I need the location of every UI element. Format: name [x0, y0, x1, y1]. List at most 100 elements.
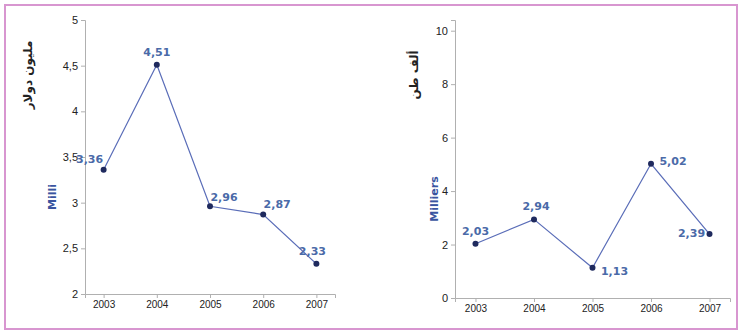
- y-tick: 4: [442, 185, 455, 197]
- x-tick-mark: [710, 298, 711, 302]
- y-tick: 10: [436, 25, 455, 37]
- data-label: 2,87: [264, 198, 291, 211]
- x-tick-label: 2004: [146, 299, 169, 310]
- x-tick: 2003: [93, 294, 116, 310]
- y-tick-mark: [451, 245, 455, 246]
- y-tick-label: 2: [442, 239, 448, 251]
- point: [260, 212, 266, 218]
- y-tick-label: 3: [72, 197, 78, 209]
- x-tick-label: 2003: [465, 303, 488, 314]
- y-tick-mark: [81, 203, 85, 204]
- y-tick-mark: [81, 66, 85, 67]
- y-axis-title-fr: Milli: [46, 184, 59, 210]
- y-tick-label: 5: [72, 14, 78, 26]
- line: [475, 164, 709, 268]
- data-label: 1,13: [601, 265, 628, 278]
- chart-root: 22,533,544,5520032004200520062007مليون د…: [0, 0, 744, 336]
- y-tick-mark: [451, 138, 455, 139]
- y-tick-mark: [81, 111, 85, 112]
- point: [101, 167, 107, 173]
- y-tick-mark: [451, 191, 455, 192]
- x-tick: 2007: [306, 294, 329, 310]
- x-tick-mark: [157, 294, 158, 298]
- y-tick-mark: [81, 20, 85, 21]
- x-tick: 2004: [523, 298, 546, 314]
- data-label: 2,39: [678, 227, 705, 240]
- y-tick-mark: [81, 294, 85, 295]
- x-tick-mark: [534, 298, 535, 302]
- x-axis-line: [86, 295, 336, 299]
- x-tick-label: 2005: [582, 303, 605, 314]
- data-label: 2,03: [462, 225, 489, 238]
- x-tick-label: 2004: [523, 303, 546, 314]
- y-axis-line: [451, 21, 456, 299]
- point: [313, 261, 319, 267]
- y-tick: 5: [72, 14, 85, 26]
- x-tick-label: 2006: [640, 303, 663, 314]
- x-tick-label: 2003: [93, 299, 116, 310]
- y-axis-title: ألف طن: [406, 50, 421, 99]
- data-label: 5,02: [659, 155, 686, 168]
- y-tick-label: 2,5: [63, 242, 78, 254]
- point: [648, 161, 654, 167]
- x-tick-mark: [651, 298, 652, 302]
- point: [154, 62, 160, 68]
- y-tick: 2,5: [63, 242, 85, 254]
- y-tick: 0: [442, 292, 455, 304]
- y-tick-label: 8: [442, 78, 448, 90]
- x-tick-label: 2005: [199, 299, 222, 310]
- y-tick-label: 6: [442, 132, 448, 144]
- x-tick: 2005: [582, 298, 605, 314]
- y-tick-label: 4: [72, 105, 78, 117]
- x-tick: 2006: [640, 298, 663, 314]
- panel: 0 2 4 6 8 10 2003 2004 2005 2006 2007 ألف طن Millier…: [406, 21, 731, 315]
- x-tick: 2007: [699, 298, 722, 314]
- data-label: 2,94: [522, 200, 549, 213]
- y-tick: 4,5: [63, 60, 85, 72]
- x-tick-mark: [475, 298, 476, 302]
- point: [472, 241, 478, 247]
- y-tick: 4: [72, 105, 85, 117]
- data-label: 4,51: [143, 46, 170, 59]
- plot-marks: [472, 161, 712, 271]
- y-tick: 3: [72, 197, 85, 209]
- line: [104, 65, 317, 264]
- data-labels: 2,03 2,94 1,13 5,02 2,39: [462, 155, 705, 278]
- data-label: 2,96: [210, 191, 237, 204]
- point: [531, 216, 537, 222]
- x-tick-mark: [104, 294, 105, 298]
- x-axis: 2003 2004 2005 2006 2007: [456, 298, 731, 314]
- x-tick-label: 2006: [253, 299, 276, 310]
- x-tick: 2003: [465, 298, 488, 314]
- y-tick-label: 0: [442, 292, 448, 304]
- data-label: 3,36: [76, 153, 103, 166]
- x-axis-line: [456, 299, 731, 303]
- plot-marks: [101, 62, 320, 267]
- y-tick-label: 4: [442, 185, 448, 197]
- data-labels: 3,36 4,51 2,96 2,87 2,33: [76, 46, 326, 258]
- y-axis-title: مليون دولار: [21, 41, 36, 111]
- x-tick-label: 2007: [699, 303, 722, 314]
- y-tick-label: 10: [436, 25, 448, 37]
- y-tick: 8: [442, 78, 455, 90]
- x-tick-mark: [316, 294, 317, 298]
- point: [707, 231, 713, 237]
- data-label: 2,33: [299, 245, 326, 258]
- y-tick: 2: [442, 239, 455, 251]
- y-tick-label: 2: [72, 288, 78, 300]
- y-tick-mark: [451, 84, 455, 85]
- x-tick-mark: [263, 294, 264, 298]
- y-tick-mark: [451, 31, 455, 32]
- panel: 22,533,544,5520032004200520062007مليون د…: [21, 14, 336, 310]
- x-axis: 2003 2004 2005 2006 2007: [86, 294, 336, 310]
- y-tick-mark: [81, 248, 85, 249]
- x-tick: 2004: [146, 294, 169, 310]
- x-tick: 2005: [199, 294, 222, 310]
- y-tick: 6: [442, 132, 455, 144]
- y-tick-mark: [451, 298, 455, 299]
- x-tick: 2006: [253, 294, 276, 310]
- y-axis-title-fr: Milliers: [428, 176, 441, 222]
- y-tick-label: 4,5: [63, 60, 78, 72]
- y-tick: 2: [72, 288, 85, 300]
- x-tick-mark: [593, 298, 594, 302]
